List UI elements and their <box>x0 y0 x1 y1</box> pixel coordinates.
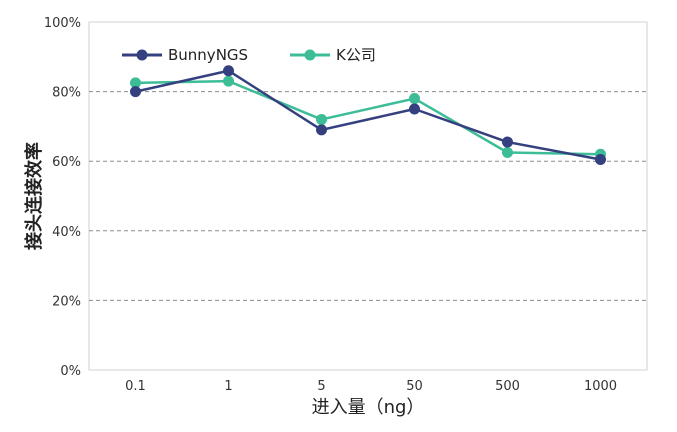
data-point <box>316 113 327 125</box>
y-axis-title: 接头连接效率 <box>23 142 45 250</box>
y-tick-label: 80% <box>52 86 81 101</box>
data-point <box>130 86 141 98</box>
legend: BunnyNGS K公司 <box>122 46 376 64</box>
data-point <box>502 147 513 158</box>
y-tick-labels: 0% 20% 40% 60% 80% 100% <box>44 16 81 379</box>
series-group <box>130 65 606 165</box>
y-tick-label: 40% <box>52 225 81 240</box>
legend-label-0: BunnyNGS <box>168 46 248 64</box>
x-tick-label: 1 <box>224 379 232 394</box>
data-point <box>316 124 327 136</box>
y-tick-label: 0% <box>60 364 81 379</box>
legend-marker-0 <box>136 49 148 61</box>
x-tick-label: 500 <box>495 379 520 394</box>
x-tick-label: 1000 <box>584 379 617 394</box>
data-point <box>223 75 234 87</box>
series-line-0 <box>135 69 601 161</box>
x-axis-title: 进入量（ng） <box>312 397 425 418</box>
data-point <box>409 93 420 105</box>
y-tick-label: 20% <box>52 294 81 309</box>
y-tick-label: 60% <box>52 155 81 170</box>
data-point <box>223 65 234 77</box>
data-point <box>130 77 141 89</box>
x-tick-label: 0.1 <box>125 379 146 394</box>
data-point <box>409 103 420 115</box>
x-tick-label: 5 <box>317 379 325 394</box>
data-point <box>502 136 513 148</box>
y-tick-label: 100% <box>44 16 81 31</box>
series-line-1 <box>135 79 601 156</box>
x-tick-labels: 0.1 1 5 50 500 1000 <box>125 379 617 394</box>
data-point <box>595 153 606 165</box>
legend-label-1: K公司 <box>336 46 376 64</box>
grid-lines <box>89 91 647 301</box>
legend-marker-1 <box>304 49 316 61</box>
plot-area <box>88 21 648 371</box>
x-tick-label: 50 <box>406 379 423 394</box>
